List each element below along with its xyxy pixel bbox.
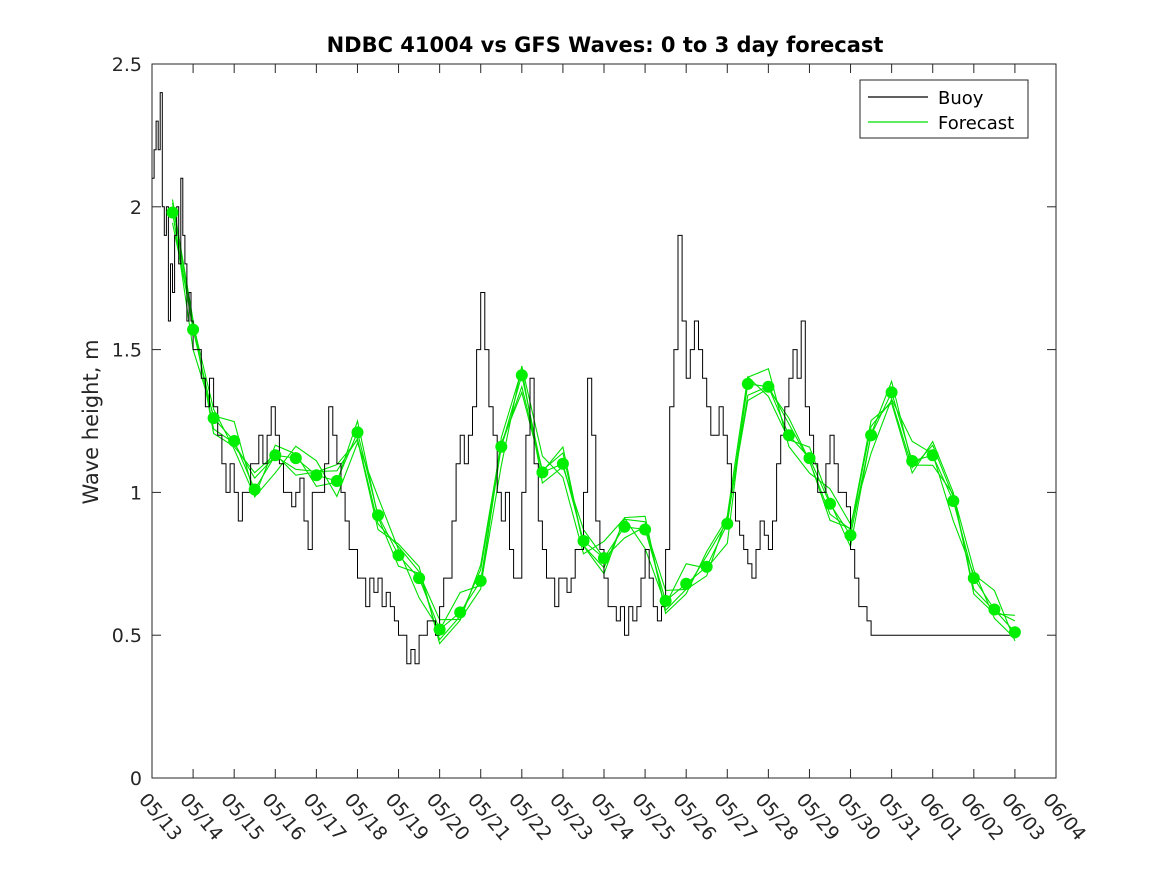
forecast-marker	[269, 449, 282, 462]
series-layer	[152, 92, 1016, 665]
forecast-marker	[598, 552, 610, 565]
forecast-marker	[618, 520, 631, 533]
forecast-marker	[351, 426, 364, 439]
forecast-marker	[947, 495, 960, 507]
forecast-marker	[741, 377, 754, 390]
forecast-line	[171, 222, 1016, 639]
chart-title: NDBC 41004 vs GFS Waves: 0 to 3 day fore…	[327, 33, 884, 57]
y-tick-label: 0	[130, 768, 142, 790]
forecast-markers	[166, 206, 1021, 639]
forecast-marker	[166, 206, 179, 219]
legend: Buoy Forecast	[859, 79, 1029, 139]
buoy-line	[152, 92, 1015, 665]
y-axis-label: Wave height, m	[79, 339, 103, 504]
forecast-marker	[310, 469, 323, 482]
y-tick-label: 0.5	[112, 625, 142, 647]
forecast-marker	[680, 577, 693, 590]
legend-box	[859, 79, 1029, 139]
forecast-marker	[372, 509, 384, 522]
forecast-marker	[536, 466, 549, 479]
forecast-marker	[803, 452, 816, 465]
legend-label-buoy: Buoy	[938, 88, 984, 109]
forecast-marker	[659, 594, 672, 607]
forecast-marker	[988, 603, 1001, 616]
forecast-marker	[515, 369, 528, 382]
forecast-marker	[330, 475, 343, 487]
y-tick-label: 2.5	[112, 54, 142, 76]
forecast-marker	[865, 429, 878, 442]
forecast-marker	[433, 623, 446, 636]
axes-frame	[151, 63, 1057, 779]
forecast-marker	[639, 523, 652, 536]
forecast-marker	[824, 497, 836, 510]
y-tick-label: 2	[130, 197, 142, 219]
forecast-marker	[413, 572, 426, 585]
forecast-marker	[700, 560, 713, 573]
legend-label-forecast: Forecast	[938, 113, 1014, 134]
forecast-marker	[248, 483, 261, 496]
forecast-marker	[885, 386, 898, 399]
forecast-marker	[762, 380, 775, 393]
forecast-marker	[721, 517, 734, 530]
forecast-marker	[207, 412, 220, 425]
y-tick-label: 1	[130, 482, 142, 504]
forecast-marker	[454, 606, 467, 619]
y-tick-label: 1.5	[112, 340, 142, 362]
forecast-marker	[474, 574, 487, 587]
forecast-marker	[1008, 626, 1021, 639]
forecast-marker	[556, 457, 569, 470]
forecast-line	[171, 209, 1016, 642]
forecast-marker	[495, 440, 508, 453]
forecast-marker	[782, 429, 795, 442]
forecast-marker	[228, 435, 241, 447]
forecast-marker	[289, 452, 302, 465]
forecast-marker	[906, 455, 919, 467]
forecast-marker	[926, 449, 939, 462]
forecast-marker	[187, 323, 200, 336]
forecast-marker	[392, 549, 405, 562]
forecast-marker	[967, 572, 980, 585]
forecast-marker	[844, 529, 857, 542]
forecast-marker	[577, 535, 590, 547]
